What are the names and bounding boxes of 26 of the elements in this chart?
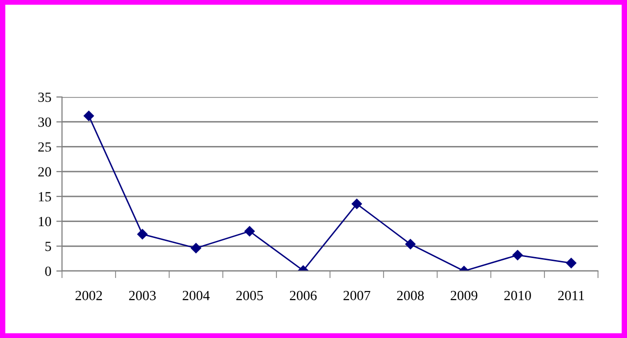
point xyxy=(566,258,576,268)
point xyxy=(137,229,148,240)
x-tick-label: 2009 xyxy=(450,290,478,300)
point xyxy=(405,239,416,250)
x-tick-label: 2007 xyxy=(344,290,370,300)
y-tick-label: 10 xyxy=(38,216,52,226)
point xyxy=(244,226,255,236)
point xyxy=(190,243,202,254)
point xyxy=(84,110,94,122)
x-tick-label: 2002 xyxy=(76,290,102,300)
x-tick-label: 2011 xyxy=(558,290,584,300)
x-tick-label: 2003 xyxy=(129,290,156,300)
x-tick-label: 2010 xyxy=(504,290,531,300)
y-tick-label: 20 xyxy=(38,167,52,177)
point xyxy=(352,198,362,209)
y-tick-label: 30 xyxy=(38,117,52,127)
x-tick-label: 2004 xyxy=(182,290,210,300)
x-tick-label: 2005 xyxy=(236,290,263,300)
point xyxy=(512,250,523,260)
y-tick-label: 15 xyxy=(38,192,52,202)
y-tick-label: 25 xyxy=(38,142,52,152)
y-tick-label: 5 xyxy=(45,242,52,252)
y-tick-label: 35 xyxy=(38,92,52,102)
x-tick-label: 2008 xyxy=(397,290,424,300)
y-tick-label: 0 xyxy=(45,266,52,276)
x-tick-label: 2006 xyxy=(290,290,317,300)
